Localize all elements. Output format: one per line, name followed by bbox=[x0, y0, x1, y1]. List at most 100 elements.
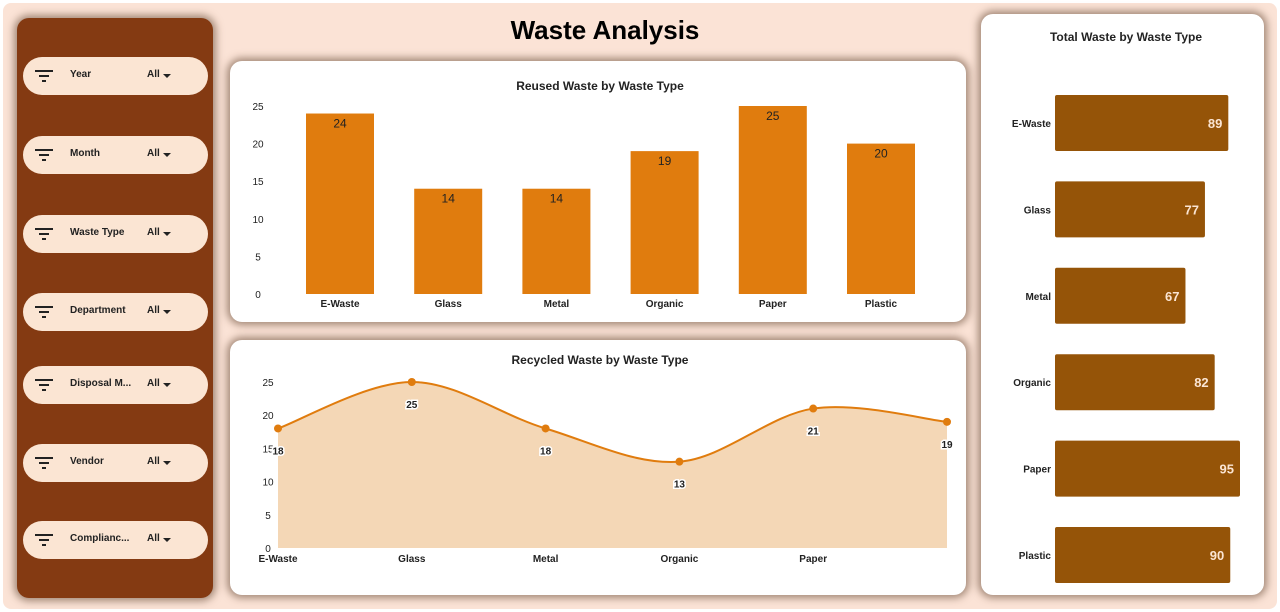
bar bbox=[414, 188, 483, 294]
filter-value[interactable]: All bbox=[147, 378, 160, 389]
y-tick-label: 15 bbox=[252, 177, 264, 188]
filter-department[interactable]: Department All bbox=[23, 293, 208, 331]
chevron-down-icon[interactable] bbox=[163, 538, 171, 542]
y-tick-label: E-Waste bbox=[1012, 119, 1052, 130]
y-tick-label: 0 bbox=[255, 290, 261, 301]
filter-icon bbox=[35, 228, 53, 240]
x-tick-label: Metal bbox=[544, 299, 570, 310]
data-label: 18 bbox=[540, 446, 552, 457]
y-tick-label: Paper bbox=[1023, 465, 1051, 476]
data-label: 18 bbox=[272, 446, 284, 457]
bar bbox=[1055, 527, 1231, 583]
data-label: 90 bbox=[1210, 548, 1224, 563]
bar bbox=[1055, 440, 1240, 497]
filter-value[interactable]: All bbox=[147, 227, 160, 238]
chart-title: Recycled Waste by Waste Type bbox=[512, 353, 689, 367]
chevron-down-icon[interactable] bbox=[163, 461, 171, 465]
chevron-down-icon[interactable] bbox=[163, 383, 171, 387]
filter-value[interactable]: All bbox=[147, 456, 160, 467]
filter-label: Complianc... bbox=[70, 533, 130, 544]
filter-sidebar: Year All Month All Waste Type All Depart… bbox=[17, 18, 213, 598]
filter-icon bbox=[35, 306, 53, 318]
filter-vendor[interactable]: Vendor All bbox=[23, 444, 208, 482]
filter-label: Department bbox=[70, 305, 126, 316]
total-waste-chart-card: Total Waste by Waste Type E-Waste 89 Glass 7… bbox=[981, 14, 1264, 595]
recycled-waste-chart: Recycled Waste by Waste Type 0 5 10 15 20 25 18… bbox=[258, 353, 954, 565]
data-label: 14 bbox=[442, 192, 456, 206]
bar bbox=[630, 151, 699, 294]
data-label: 24 bbox=[333, 117, 347, 131]
y-tick-label: 10 bbox=[262, 478, 274, 489]
filter-label: Waste Type bbox=[70, 227, 125, 238]
area-fill bbox=[278, 382, 947, 548]
series-line bbox=[277, 380, 948, 463]
filter-complianc[interactable]: Complianc... All bbox=[23, 521, 208, 559]
total-waste-chart: Total Waste by Waste Type E-Waste 89 Glass 7… bbox=[1012, 30, 1240, 583]
filter-label: Year bbox=[70, 69, 92, 80]
filter-icon bbox=[35, 149, 53, 161]
filter-month[interactable]: Month All bbox=[23, 136, 208, 174]
x-tick-label: Metal bbox=[533, 554, 559, 565]
y-tick-label: Plastic bbox=[1019, 551, 1052, 562]
filter-label: Month bbox=[70, 148, 100, 159]
filter-value[interactable]: All bbox=[147, 305, 160, 316]
y-tick-label: Organic bbox=[1013, 378, 1051, 389]
filter-value[interactable]: All bbox=[147, 148, 160, 159]
chevron-down-icon[interactable] bbox=[163, 232, 171, 236]
data-label: 67 bbox=[1165, 289, 1179, 304]
data-label: 21 bbox=[808, 427, 820, 438]
chart-title: Total Waste by Waste Type bbox=[1050, 30, 1202, 44]
y-tick-label: 0 bbox=[265, 544, 271, 555]
data-label: 14 bbox=[550, 192, 564, 206]
filter-value[interactable]: All bbox=[147, 533, 160, 544]
x-tick-label: Plastic bbox=[865, 299, 898, 310]
bar bbox=[522, 188, 591, 294]
y-tick-label: Metal bbox=[1025, 292, 1051, 303]
bar bbox=[306, 113, 374, 294]
reused-waste-chart: Reused Waste by Waste Type 0 5 10 15 20 25 24 E-… bbox=[252, 79, 915, 310]
x-tick-label: E-Waste bbox=[258, 554, 298, 565]
filter-waste-type[interactable]: Waste Type All bbox=[23, 215, 208, 253]
bar bbox=[1055, 95, 1229, 151]
x-tick-label: Paper bbox=[759, 299, 787, 310]
y-tick-label: 15 bbox=[262, 444, 274, 455]
data-point bbox=[943, 417, 951, 426]
filter-year[interactable]: Year All bbox=[23, 57, 208, 95]
data-point bbox=[541, 424, 550, 433]
data-label: 95 bbox=[1220, 462, 1234, 477]
filter-disposal-m[interactable]: Disposal M... All bbox=[23, 366, 208, 404]
filter-label: Disposal M... bbox=[70, 378, 132, 389]
filter-icon bbox=[35, 457, 53, 469]
data-label: 19 bbox=[658, 154, 672, 168]
chevron-down-icon[interactable] bbox=[163, 310, 171, 314]
page-title: Waste Analysis bbox=[510, 15, 700, 45]
filter-label: Vendor bbox=[70, 456, 104, 467]
bar bbox=[1055, 354, 1215, 411]
y-tick-label: 5 bbox=[265, 511, 271, 522]
data-label: 25 bbox=[766, 109, 780, 123]
filter-icon bbox=[35, 534, 53, 546]
data-point bbox=[809, 404, 818, 413]
bar bbox=[1055, 267, 1186, 324]
x-tick-label: Paper bbox=[799, 554, 827, 565]
filter-icon bbox=[35, 70, 53, 82]
y-tick-label: 20 bbox=[252, 140, 264, 151]
data-label: 13 bbox=[674, 480, 686, 491]
y-tick-label: 25 bbox=[262, 378, 274, 389]
chevron-down-icon[interactable] bbox=[163, 74, 171, 78]
x-tick-label: Organic bbox=[646, 299, 684, 310]
reused-waste-chart-card: Reused Waste by Waste Type 0 5 10 15 20 25 24 E-… bbox=[230, 61, 966, 322]
data-label: 89 bbox=[1208, 116, 1222, 131]
data-point bbox=[274, 424, 282, 433]
bar bbox=[1055, 181, 1205, 238]
data-label: 77 bbox=[1184, 202, 1198, 217]
chevron-down-icon[interactable] bbox=[163, 153, 171, 157]
y-tick-label: 10 bbox=[252, 215, 264, 226]
y-tick-label: Glass bbox=[1024, 205, 1052, 216]
chart-title: Reused Waste by Waste Type bbox=[516, 79, 684, 93]
filter-icon bbox=[35, 379, 53, 391]
x-tick-label: E-Waste bbox=[320, 299, 360, 310]
y-tick-label: 5 bbox=[255, 252, 261, 263]
filter-value[interactable]: All bbox=[147, 69, 160, 80]
bar bbox=[738, 106, 807, 294]
